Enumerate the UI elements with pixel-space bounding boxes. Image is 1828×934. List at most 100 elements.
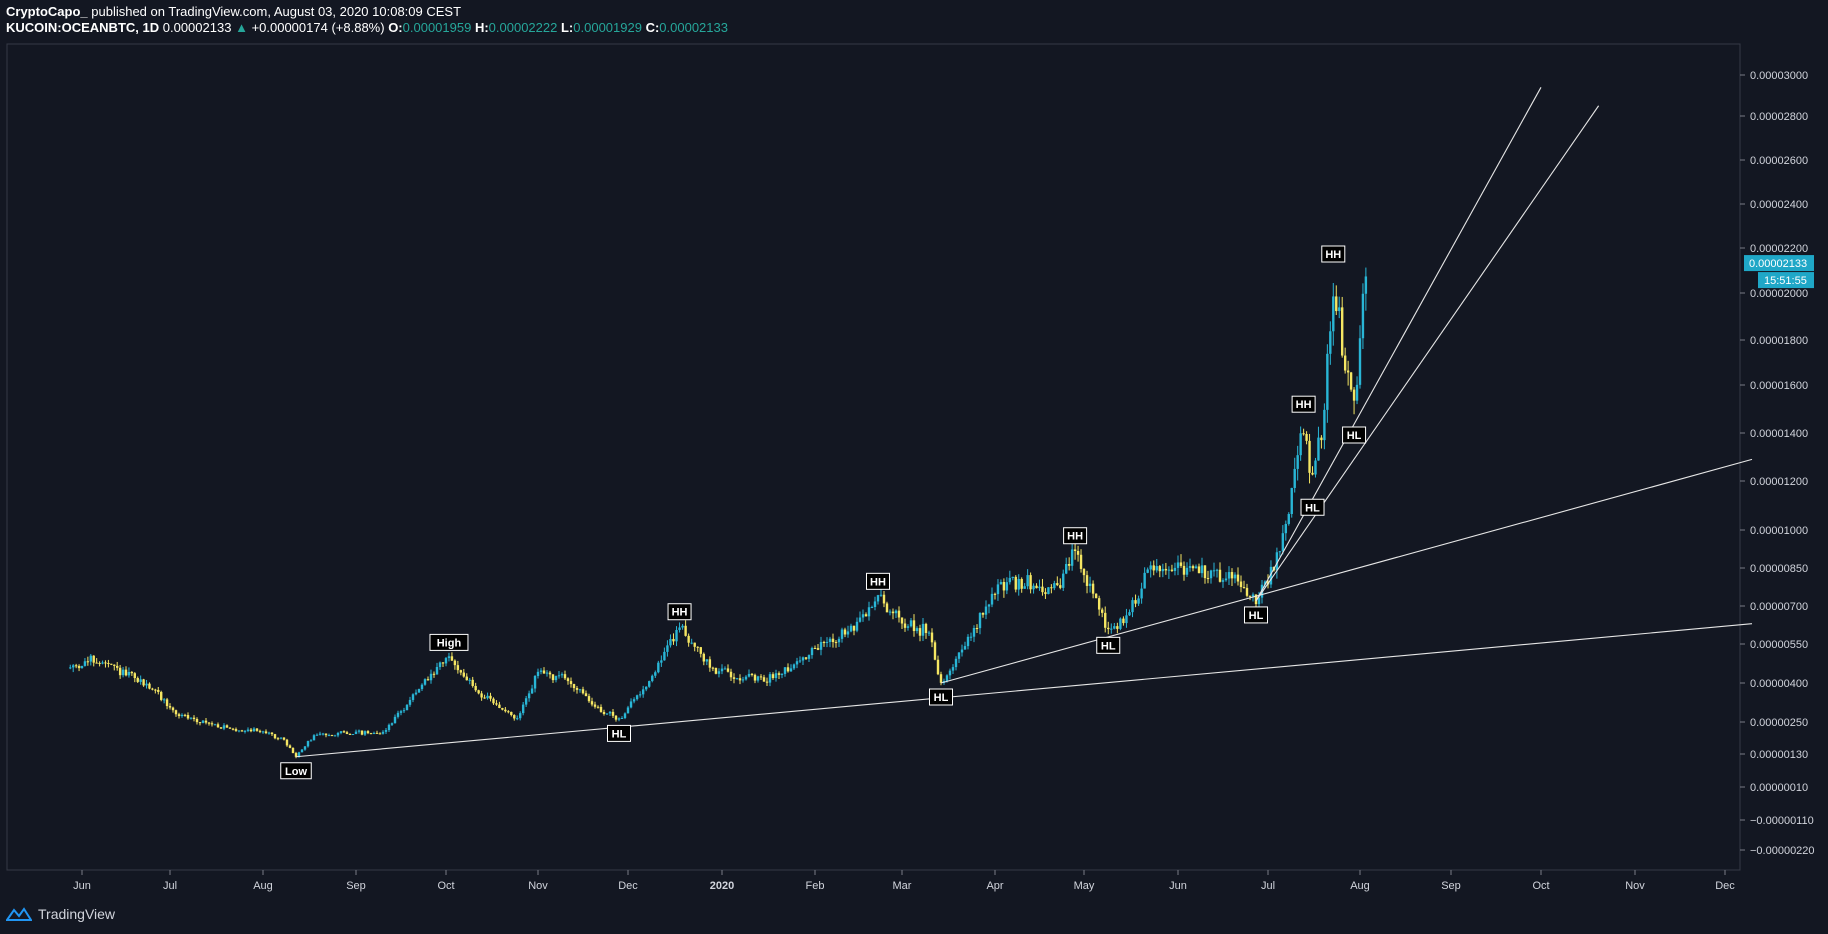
candle-body	[127, 671, 131, 676]
candles	[69, 267, 1368, 759]
candle-body	[702, 653, 706, 662]
x-tick-label: Sep	[1441, 880, 1461, 892]
candle-body	[414, 692, 418, 695]
publish-line: CryptoCapo_ published on TradingView.com…	[6, 4, 1506, 20]
x-tick-label: Jun	[1169, 880, 1187, 892]
candle-body	[249, 729, 253, 732]
candle-body	[1143, 572, 1146, 589]
candle-body	[495, 703, 498, 705]
trendline[interactable]	[295, 623, 1753, 758]
annotation-label[interactable]: Low	[280, 762, 312, 780]
candle-body	[563, 674, 567, 679]
x-tick-label: Jul	[163, 880, 177, 892]
candle-body	[744, 676, 748, 680]
candle-body	[360, 730, 364, 735]
annotation-label[interactable]: HL	[1300, 498, 1325, 516]
candle-body	[219, 727, 223, 729]
candle-body	[480, 693, 483, 698]
candle-body	[651, 675, 654, 682]
candle-body	[231, 728, 235, 730]
annotation-label[interactable]: HL	[1096, 636, 1121, 654]
candle-body	[157, 689, 160, 692]
annotation-label[interactable]: HL	[929, 688, 953, 706]
candle-body	[1314, 460, 1317, 475]
plot-frame	[6, 43, 1741, 871]
price-axis[interactable]: 0.00003000 0.00002800 0.00002600 0.00002400…	[1740, 70, 1815, 857]
annotation-label[interactable]: HH	[1291, 395, 1316, 413]
candle-body	[518, 713, 522, 719]
candle-body	[121, 669, 125, 676]
close-value: 0.00002133	[659, 20, 728, 35]
candle-body	[1020, 578, 1023, 589]
candle-body	[264, 731, 268, 734]
y-tick-label: 0.00001200	[1750, 476, 1808, 488]
candle-body	[882, 594, 886, 604]
annotation-text: High	[437, 637, 462, 649]
candle-body	[124, 669, 128, 676]
candle-body	[705, 659, 709, 662]
symbol-label[interactable]: KUCOIN:OCEANBTC, 1D	[6, 20, 160, 35]
candle-body	[465, 676, 468, 681]
candle-body	[462, 672, 466, 677]
annotation-label[interactable]: High	[429, 633, 469, 651]
annotation-label[interactable]: HH	[1321, 245, 1346, 263]
candle-body	[858, 617, 862, 622]
tradingview-logo-icon[interactable]	[6, 907, 32, 921]
trendline[interactable]	[940, 458, 1753, 684]
time-axis[interactable]: Jun Jul Aug Sep Oct Nov Dec 2020 Feb Mar Apr May Jun…	[73, 870, 1735, 892]
annotation-label[interactable]: HH	[866, 572, 890, 590]
candle-body	[186, 715, 190, 719]
candle-body	[1361, 293, 1365, 339]
candle-body	[276, 738, 280, 740]
annotation-text: HH	[870, 576, 886, 588]
candle-body	[632, 699, 636, 702]
x-tick-label: Feb	[806, 880, 825, 892]
trendlines[interactable]	[295, 87, 1753, 758]
candle-body	[1293, 468, 1296, 488]
candle-body	[548, 672, 552, 675]
annotation-label[interactable]: HH	[1063, 527, 1088, 545]
candle-body	[1364, 276, 1368, 294]
candle-body	[1170, 569, 1174, 571]
candle-body	[432, 673, 436, 675]
candle-body	[822, 642, 826, 644]
candle-body	[1188, 566, 1192, 568]
candle-body	[1038, 586, 1041, 589]
y-tick-label: 0.00003000	[1750, 70, 1808, 82]
candle-body	[1100, 609, 1104, 613]
annotation-box	[1300, 498, 1325, 516]
annotation-label[interactable]: HL	[1342, 426, 1367, 444]
candle-body	[1323, 409, 1326, 441]
candle-body	[1167, 569, 1171, 571]
candle-body	[145, 683, 148, 686]
candle-body	[306, 741, 310, 747]
brand-name[interactable]: TradingView	[38, 906, 116, 922]
trendline[interactable]	[1255, 105, 1600, 602]
y-tick-label: 0.00001400	[1750, 428, 1808, 440]
candle-body	[792, 664, 796, 669]
candle-body	[1320, 437, 1323, 441]
candle-body	[471, 679, 474, 686]
candle-body	[852, 625, 856, 631]
annotation-label[interactable]: HL	[607, 724, 631, 742]
candle-body	[83, 661, 87, 666]
candle-body	[130, 671, 134, 674]
y-tick-label: 0.00002200	[1750, 243, 1808, 255]
y-tick-label: −0.00000110	[1750, 815, 1814, 827]
publisher-name[interactable]: CryptoCapo_	[6, 4, 88, 19]
trendline[interactable]	[1255, 87, 1542, 602]
annotation-label[interactable]: HH	[667, 603, 692, 621]
candle-body	[560, 674, 564, 676]
candle-body	[620, 718, 624, 720]
countdown-label: 15:51:55	[1764, 275, 1807, 287]
candle-body	[1230, 572, 1234, 579]
candle-body	[909, 620, 913, 627]
candle-body	[981, 613, 985, 615]
candle-body	[1067, 564, 1071, 566]
annotation-label[interactable]: HL	[1244, 606, 1268, 624]
annotations[interactable]: Low High HL HH HH HL HH HL HL HH HL HH HL	[280, 245, 1367, 780]
candle-body	[834, 642, 838, 644]
x-tick-label: Oct	[1532, 880, 1549, 892]
candle-body	[1056, 583, 1059, 586]
